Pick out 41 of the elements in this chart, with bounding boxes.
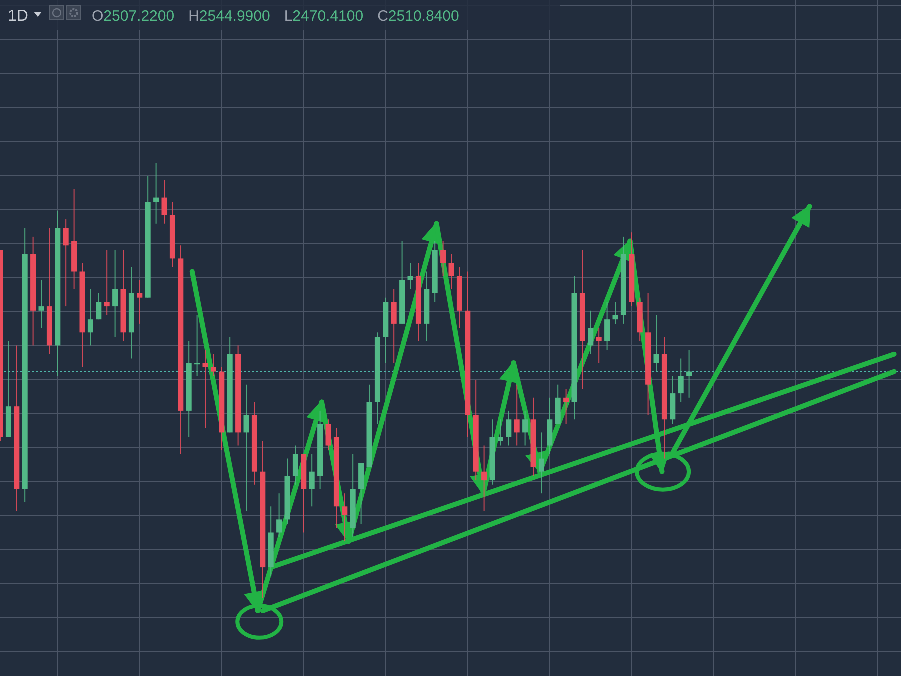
text: L2470.4100 [284,8,364,25]
candlestick [88,288,94,346]
chart-title: 1D [8,8,28,25]
candlestick [342,493,348,542]
candlestick [448,254,454,290]
candlestick [686,350,692,398]
candlestick [522,410,528,446]
candlestick [104,250,110,316]
candlestick [482,445,488,512]
candlestick [596,328,602,364]
candlestick [604,302,610,351]
candlestick [210,354,216,377]
text: C2510.8400 [378,8,460,25]
candlestick [538,432,544,494]
candlestick [63,219,69,308]
candlestick [244,384,250,512]
candlestick [391,288,397,364]
candlestick [326,419,332,451]
candlestick [514,384,520,446]
candlestick [506,410,512,446]
candlestick [154,162,160,224]
candlestick [678,358,684,403]
candlestick [498,419,504,446]
text: H2544.9900 [188,8,270,25]
candlestick [654,314,660,372]
candlestick [588,310,594,355]
candlestick [112,250,118,338]
candlestick [612,302,618,324]
candlestick [564,388,570,424]
candlestick [408,262,414,290]
candlestick [137,280,143,324]
candlestick [292,445,298,486]
candlestick [276,493,282,538]
candlestick [440,240,446,277]
text: O2507.2200 [92,8,175,25]
candlestick [96,293,102,320]
candlestick [38,280,44,329]
candlestick [194,314,200,377]
candlestick [162,180,168,224]
candlestick [202,350,208,429]
candlestick [309,454,315,508]
